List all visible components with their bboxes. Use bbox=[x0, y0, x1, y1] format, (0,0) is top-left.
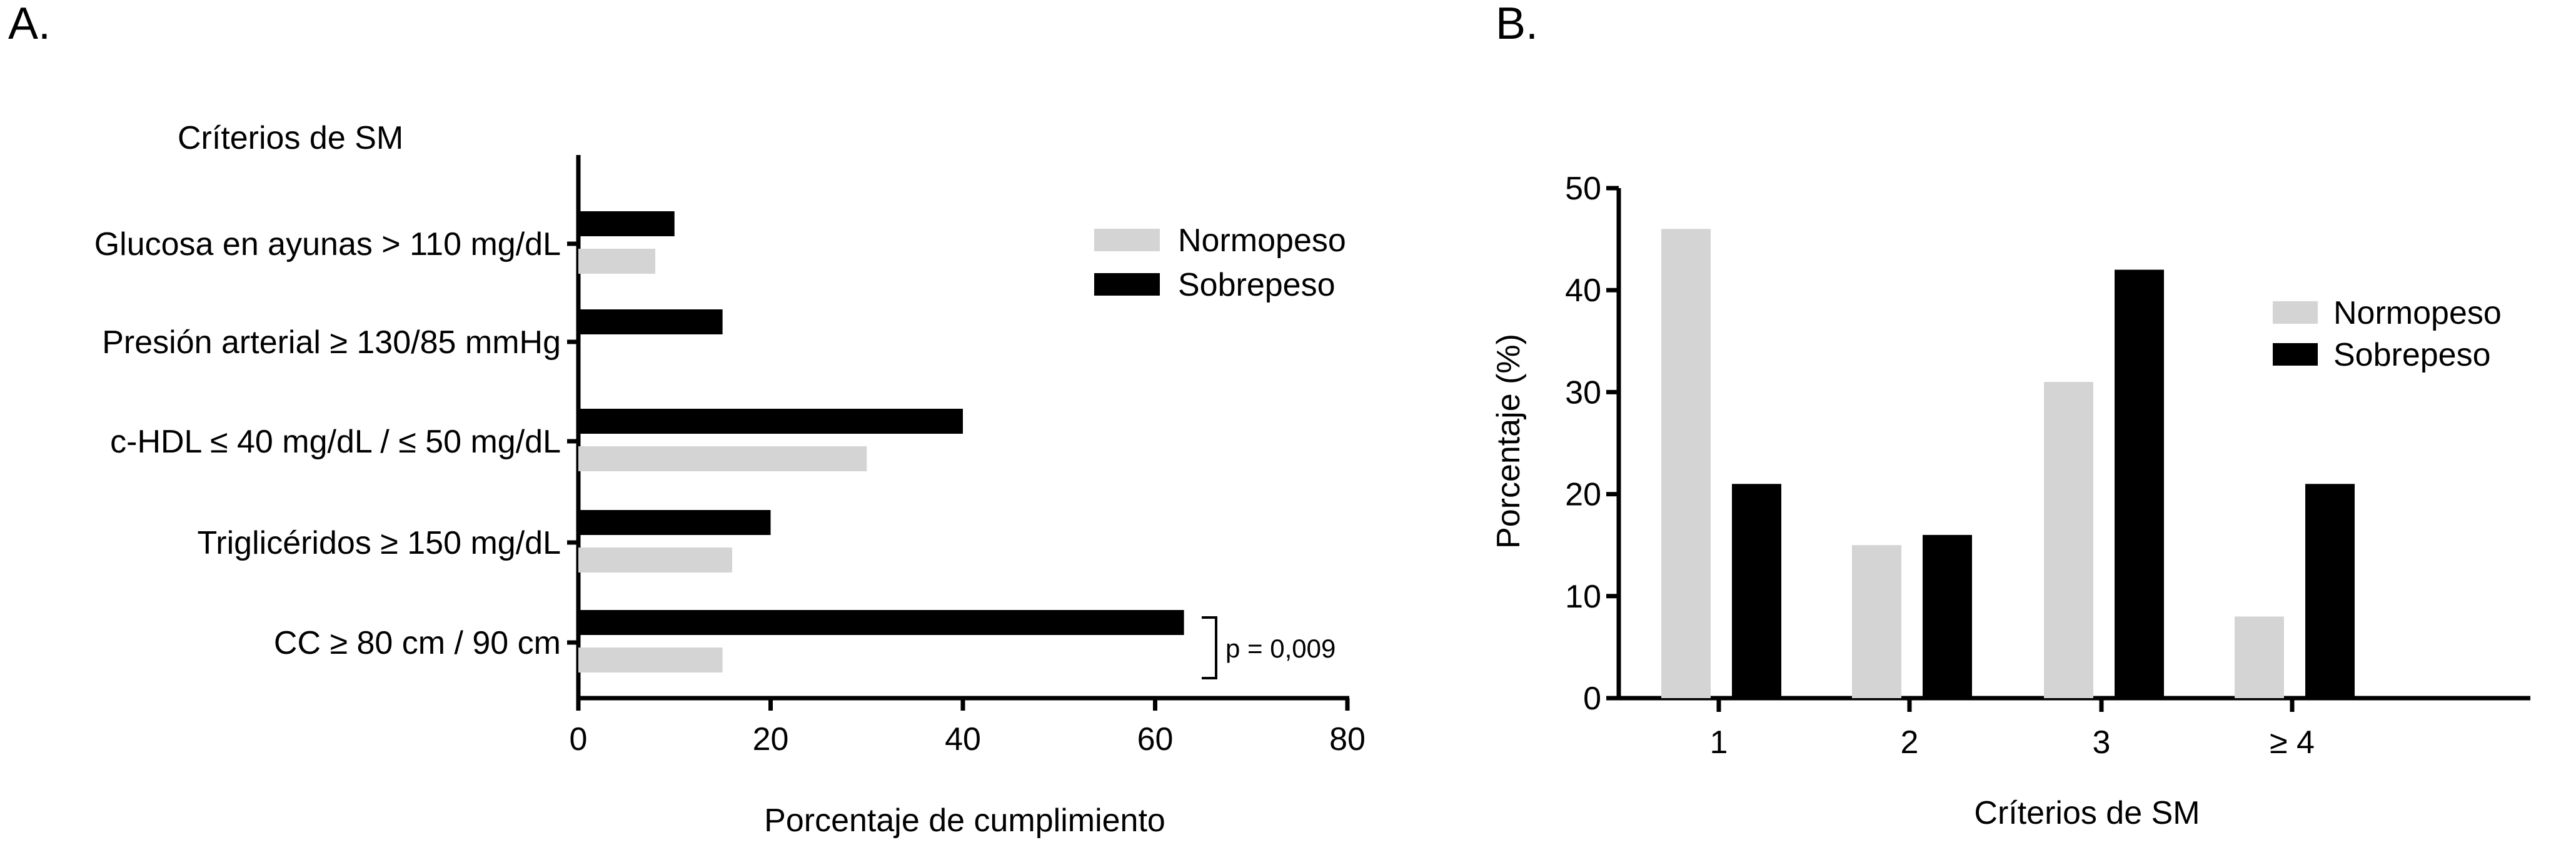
panel-a-legend-label: Normopeso bbox=[1178, 222, 1346, 259]
panel-b-y-tick-label: 30 bbox=[1565, 374, 1601, 411]
panel-a-bar-sobrepeso bbox=[578, 309, 723, 334]
panel-b-bar-normopeso bbox=[2235, 616, 2284, 698]
panel-a-bar-sobrepeso bbox=[578, 211, 675, 236]
panel-a-x-tick-label: 40 bbox=[945, 721, 981, 758]
panel-b-legend-swatch-normopeso bbox=[2273, 301, 2318, 324]
panel-a-x-tick-label: 60 bbox=[1137, 721, 1174, 758]
panel-a-legend-label: Sobrepeso bbox=[1178, 267, 1336, 303]
panel-a-x-axis-title: Porcentaje de cumplimiento bbox=[764, 802, 1165, 839]
panel-a-x-tick-label: 20 bbox=[753, 721, 789, 758]
panel-b-bar-sobrepeso bbox=[2305, 484, 2355, 698]
panel-b-bar-normopeso bbox=[1661, 229, 1711, 698]
panel-a-bar-normopeso bbox=[578, 446, 867, 471]
panel-b-x-tick-label: 1 bbox=[1710, 724, 1728, 761]
panel-a-label: A. bbox=[8, 0, 51, 49]
panel-a-category-label: c-HDL ≤ 40 mg/dL / ≤ 50 mg/dL bbox=[110, 424, 561, 460]
p-value-bracket bbox=[1202, 616, 1217, 679]
panel-b-y-tick-label: 10 bbox=[1565, 579, 1601, 615]
panel-a-bar-normopeso bbox=[578, 648, 723, 672]
panel-b-bar-sobrepeso bbox=[1732, 484, 1781, 698]
panel-a-bar-sobrepeso bbox=[578, 510, 771, 535]
panel-b-x-tick-label: ≥ 4 bbox=[2270, 724, 2315, 761]
panel-a-category-label: Triglicéridos ≥ 150 mg/dL bbox=[197, 525, 561, 561]
panel-b-y-tick-label: 20 bbox=[1565, 477, 1601, 513]
panel-a-legend-swatch-normopeso bbox=[1094, 229, 1160, 251]
panel-b-legend-label: Sobrepeso bbox=[2333, 337, 2491, 373]
panel-b-x-tick-label: 2 bbox=[1901, 724, 1919, 761]
panel-a-legend-swatch-sobrepeso bbox=[1094, 273, 1160, 296]
panel-a-bar-sobrepeso bbox=[578, 409, 963, 434]
panel-b-x-axis-title: Críterios de SM bbox=[1974, 795, 2200, 831]
panel-b-label: B. bbox=[1496, 0, 1538, 49]
panel-a-x-tick-label: 80 bbox=[1329, 721, 1366, 758]
panel-b-y-tick-label: 40 bbox=[1565, 272, 1601, 309]
panel-b-bar-sobrepeso bbox=[1923, 534, 1972, 698]
panel-a-category-label: Glucosa en ayunas > 110 mg/dL bbox=[94, 226, 561, 262]
panel-a-bar-normopeso bbox=[578, 249, 655, 274]
panel-a-category-label: Presión arterial ≥ 130/85 mmHg bbox=[102, 324, 561, 361]
panel-b-y-tick-label: 50 bbox=[1565, 171, 1601, 207]
panel-b-y-axis-title: Porcentaje (%) bbox=[1491, 334, 1527, 549]
panel-a-bar-sobrepeso bbox=[578, 610, 1184, 635]
panel-b-legend-label: Normopeso bbox=[2333, 295, 2502, 331]
panel-b-bar-normopeso bbox=[2044, 382, 2093, 698]
panel-b-bar-sobrepeso bbox=[2115, 269, 2164, 698]
panel-a-x-tick-label: 0 bbox=[570, 721, 588, 758]
panel-b-y-tick-label: 0 bbox=[1583, 681, 1601, 717]
p-value-annotation: p = 0,009 bbox=[1225, 634, 1336, 663]
panel-b-bar-normopeso bbox=[1852, 545, 1901, 698]
panel-a-category-title: Críterios de SM bbox=[178, 120, 403, 156]
panel-a-bar-normopeso bbox=[578, 548, 732, 572]
panel-b-x-tick-label: 3 bbox=[2093, 724, 2111, 761]
panel-b-legend-swatch-sobrepeso bbox=[2273, 343, 2318, 366]
panel-a-category-label: CC ≥ 80 cm / 90 cm bbox=[274, 625, 561, 661]
